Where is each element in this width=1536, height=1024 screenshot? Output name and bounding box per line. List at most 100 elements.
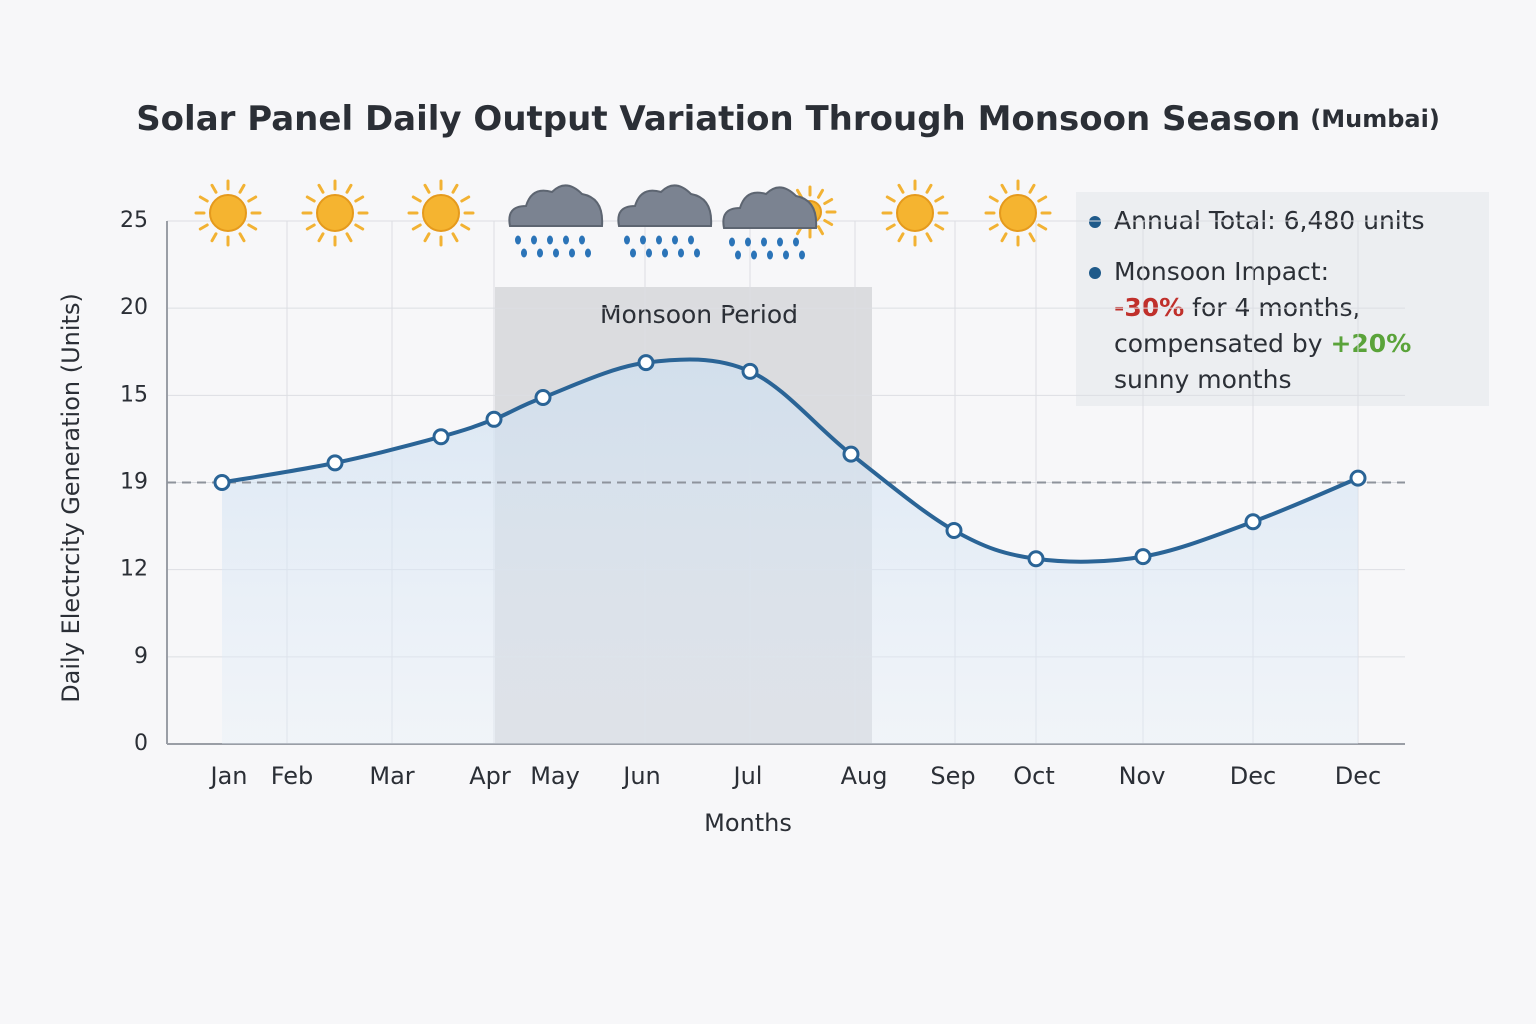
x-tick-label: Feb <box>271 762 314 790</box>
sun-ray <box>238 183 246 194</box>
rain-drop <box>761 237 767 247</box>
rain-drop <box>777 237 783 247</box>
rain-drop <box>521 248 527 258</box>
sun-ray <box>988 195 999 203</box>
sun-ray <box>354 223 365 231</box>
sun-ray <box>934 195 945 203</box>
sun-ray <box>1000 232 1008 243</box>
x-axis-label: Months <box>704 809 792 837</box>
sun-ray <box>411 195 422 203</box>
sun-ray <box>317 183 325 194</box>
sun-ray <box>354 195 365 203</box>
sun-ray <box>345 183 353 194</box>
point <box>432 428 450 446</box>
sun-ray <box>198 223 209 231</box>
sun-ray <box>796 188 803 199</box>
sun-ray <box>1037 223 1048 231</box>
y-tick-label: 20 <box>120 295 148 320</box>
rain-drop <box>678 248 684 258</box>
sun-ray <box>897 183 905 194</box>
impact-line: compensated by +20% <box>1114 329 1411 358</box>
rain-drop <box>563 235 569 245</box>
impact-drop: -30% <box>1114 293 1184 322</box>
rain-drop <box>656 235 662 245</box>
rain-drop <box>646 248 652 258</box>
sun-ray <box>411 223 422 231</box>
rain-drop <box>694 248 700 258</box>
cloud <box>617 184 713 227</box>
sun-ray <box>823 219 834 226</box>
rain-drop <box>553 248 559 258</box>
x-tick-label: Jun <box>621 762 661 790</box>
y-tick-label: 19 <box>120 470 148 495</box>
impact-gain: +20% <box>1330 329 1411 358</box>
sun-ray <box>823 198 834 205</box>
y-tick-label: 25 <box>120 208 148 233</box>
sun-ray <box>1000 183 1008 194</box>
sun-ray <box>1028 232 1036 243</box>
rain-drop <box>630 248 636 258</box>
sun-ray <box>451 232 459 243</box>
sun-ray <box>451 183 459 194</box>
point <box>213 474 231 491</box>
rain-drop <box>640 235 646 245</box>
impact-title: Monsoon Impact: <box>1114 257 1329 286</box>
rain-drop <box>585 248 591 258</box>
sun-ray <box>423 183 431 194</box>
rain-drop <box>783 250 789 260</box>
y-tick-label: 9 <box>134 644 148 669</box>
sun-ray <box>345 232 353 243</box>
impact-comp-text: compensated by <box>1114 329 1330 358</box>
impact-line: -30% for 4 months, <box>1114 293 1360 322</box>
impact-drop-text: for 4 months, <box>1184 293 1360 322</box>
sun-ray <box>988 223 999 231</box>
sun-ray <box>1028 183 1036 194</box>
rain-drop <box>624 235 630 245</box>
x-tick-label: Jan <box>209 762 248 790</box>
sun-ray <box>934 223 945 231</box>
sun-ray <box>817 225 824 236</box>
point <box>1027 550 1045 568</box>
rain-drop <box>767 250 773 260</box>
sun-ray <box>317 232 325 243</box>
sun <box>896 194 934 232</box>
sun-ray <box>897 232 905 243</box>
point <box>741 362 759 380</box>
rain-drop <box>793 237 799 247</box>
x-tick-label: Dec <box>1230 762 1276 790</box>
sun-ray <box>925 232 933 243</box>
sun-ray <box>817 188 824 199</box>
sun <box>316 194 354 232</box>
sun-ray <box>305 195 316 203</box>
plot: Monsoon Period 0 9 12 19 15 20 25 Jan Feb Mar Apr Ma… <box>120 179 1405 790</box>
x-tick-label: Dec <box>1335 762 1381 790</box>
point <box>485 410 503 428</box>
info-bullet <box>1089 267 1101 279</box>
point <box>1134 548 1152 566</box>
x-tick-label: Mar <box>369 762 414 790</box>
rain-drop <box>729 237 735 247</box>
info-box <box>1076 192 1489 406</box>
sun-ray <box>305 223 316 231</box>
sun <box>209 194 247 232</box>
rain-drop <box>745 237 751 247</box>
area <box>222 359 1358 744</box>
point <box>534 389 552 407</box>
rain-drop <box>531 235 537 245</box>
chart-title-group: Solar Panel Daily Output Variation Throu… <box>136 99 1440 139</box>
sun-ray <box>423 232 431 243</box>
rain-drop <box>662 248 668 258</box>
rain-drop <box>688 235 694 245</box>
x-tick-label: Jul <box>732 762 763 790</box>
sun-ray <box>460 195 471 203</box>
sun <box>999 194 1037 232</box>
rain-drop <box>537 248 543 258</box>
cloud <box>722 186 818 229</box>
info-bullet <box>1089 216 1101 228</box>
rain-drop <box>751 250 757 260</box>
point <box>1244 513 1262 531</box>
x-tick-label: Sep <box>930 762 975 790</box>
rain-drop <box>799 250 805 260</box>
point <box>1349 469 1367 487</box>
